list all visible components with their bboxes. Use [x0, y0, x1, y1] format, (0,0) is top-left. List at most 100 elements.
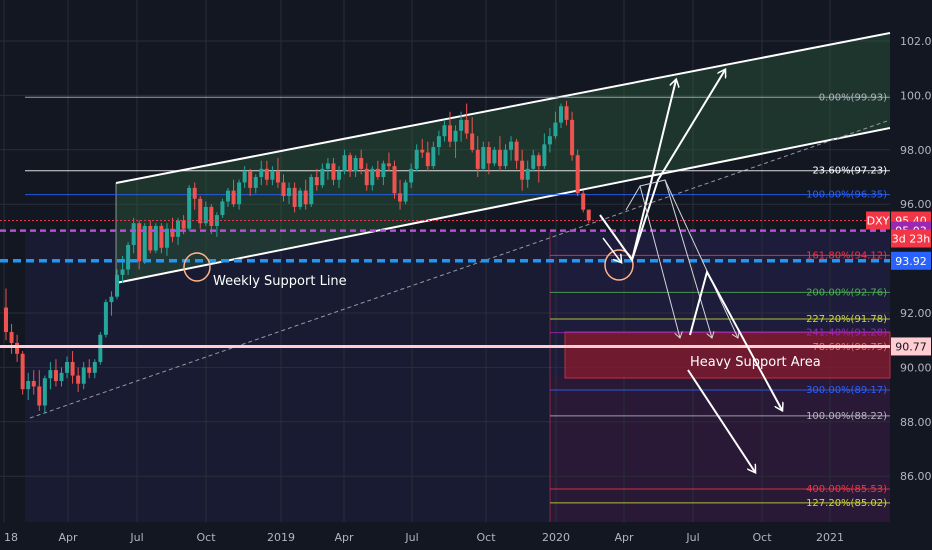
candle-body-0 — [4, 307, 8, 333]
candle-body-41 — [231, 190, 236, 205]
candle-body-47 — [264, 168, 269, 180]
candle-body-89 — [497, 149, 502, 167]
candle-body-9 — [53, 370, 58, 381]
candle-body-91 — [509, 141, 514, 150]
arrow-up-2 — [631, 70, 725, 261]
candle-body-84 — [470, 133, 475, 150]
candle-body-57 — [320, 168, 325, 186]
x-tick-label-5: Apr — [334, 531, 354, 544]
candle-body-45 — [253, 177, 258, 188]
candle-body-65 — [364, 168, 369, 186]
candle-body-17 — [98, 334, 103, 362]
arrow-retest — [602, 237, 621, 262]
horizontal-lines — [0, 220, 890, 348]
candle-body-52 — [292, 187, 297, 207]
candle-body-79 — [442, 125, 447, 137]
y-tick-label-1: 100.00 — [900, 89, 932, 102]
candle-body-80 — [448, 125, 452, 142]
candle-body-37 — [209, 206, 214, 226]
candle-body-83 — [464, 119, 469, 134]
candle-body-4 — [26, 381, 31, 390]
candle-body-85 — [475, 149, 480, 169]
candle-body-39 — [220, 201, 225, 216]
x-tick-label-7: Oct — [476, 531, 496, 544]
candle-body-73 — [409, 168, 414, 183]
candle-body-19 — [109, 296, 114, 303]
candle-body-68 — [381, 163, 386, 177]
y-tick-label-7: 86.00 — [900, 470, 932, 483]
candle-body-2 — [15, 342, 20, 354]
candle-body-46 — [259, 168, 264, 177]
candle-body-87 — [486, 147, 491, 164]
arrow-bounce — [689, 269, 782, 410]
price-axis[interactable]: 102.00 100.00 98.00 96.00 92.00 90.00 88.00 86.… — [900, 35, 932, 483]
candle-body-50 — [281, 182, 286, 197]
price-badge-text-3: 90.77 — [895, 340, 927, 353]
candle-body-69 — [386, 163, 391, 167]
candle-body-75 — [420, 149, 425, 153]
fib-label-2: 100.00%(96.35) — [806, 190, 887, 201]
candle-body-63 — [353, 157, 358, 172]
weekly-support-dashed-line — [29, 119, 891, 419]
candle-body-29 — [164, 228, 169, 248]
x-tick-label-11: Oct — [752, 531, 772, 544]
candle-body-49 — [275, 171, 280, 183]
candle-body-72 — [403, 182, 408, 202]
fib-label-1: 23.60%(97.23) — [812, 166, 887, 177]
candle-body-44 — [248, 171, 253, 188]
y-tick-label-3: 96.00 — [900, 198, 932, 211]
fib-label-4: 200.00%(92.76) — [806, 287, 887, 298]
fib-label-3: 161.80%(94.12) — [806, 250, 887, 261]
price-badge-2 — [891, 251, 931, 270]
channel-lower-line — [115, 127, 891, 284]
candle-body-23 — [131, 223, 136, 245]
arrow-down-3 — [664, 179, 738, 338]
candle-body-21 — [120, 269, 125, 275]
x-tick-label-6: Jul — [404, 531, 418, 544]
x-tick-label-10: Jul — [685, 531, 699, 544]
candle-body-42 — [237, 182, 242, 205]
candle-body-94 — [525, 168, 530, 180]
candle-body-71 — [398, 193, 403, 202]
candle-body-6 — [37, 386, 42, 406]
countdown-badge-text: 3d 23h — [892, 233, 930, 246]
candle-body-88 — [492, 149, 497, 164]
y-tick-label-2: 98.00 — [900, 144, 932, 157]
candle-body-34 — [192, 187, 197, 199]
candle-body-18 — [103, 302, 108, 335]
candlestick-series — [4, 100, 591, 414]
x-tick-label-1: Apr — [58, 531, 78, 544]
candle-body-81 — [453, 130, 458, 142]
fibonacci-levels: 0.00%(99.93) 23.60%(97.23) 100.00%(96.35) 1… — [25, 92, 890, 522]
candle-body-67 — [375, 168, 380, 177]
candle-body-35 — [198, 198, 203, 224]
support-touch-circle — [183, 252, 211, 282]
candle-body-1 — [9, 332, 14, 343]
candle-body-61 — [342, 155, 347, 172]
candle-body-11 — [65, 361, 70, 373]
candle-body-102 — [570, 119, 575, 156]
time-axis[interactable]: 18 Apr Jul Oct 2019 Apr Jul Oct 2020 Apr Jul Oct 202… — [0, 524, 890, 550]
candle-body-99 — [553, 122, 558, 137]
candle-body-92 — [514, 141, 519, 161]
candle-body-54 — [303, 190, 308, 205]
symbol-badge — [866, 211, 890, 230]
fib-label-5: 227.20%(91.78) — [806, 314, 887, 325]
candle-body-74 — [414, 149, 419, 169]
candle-body-90 — [503, 149, 508, 167]
candle-body-27 — [153, 225, 158, 251]
candle-body-25 — [142, 225, 147, 262]
candle-body-105 — [586, 209, 591, 221]
candle-body-82 — [459, 119, 464, 131]
candle-body-33 — [187, 187, 192, 229]
x-tick-label-3: Oct — [196, 531, 216, 544]
candle-body-5 — [31, 381, 36, 387]
candle-body-96 — [536, 155, 541, 167]
fib-label-8: 300.00%(89.17) — [806, 385, 887, 396]
x-tick-label-0: 18 — [4, 531, 18, 544]
candle-body-8 — [48, 370, 53, 379]
y-tick-label-4: 92.00 — [900, 307, 932, 320]
projection-arrows — [599, 70, 782, 472]
candle-body-98 — [547, 136, 552, 145]
